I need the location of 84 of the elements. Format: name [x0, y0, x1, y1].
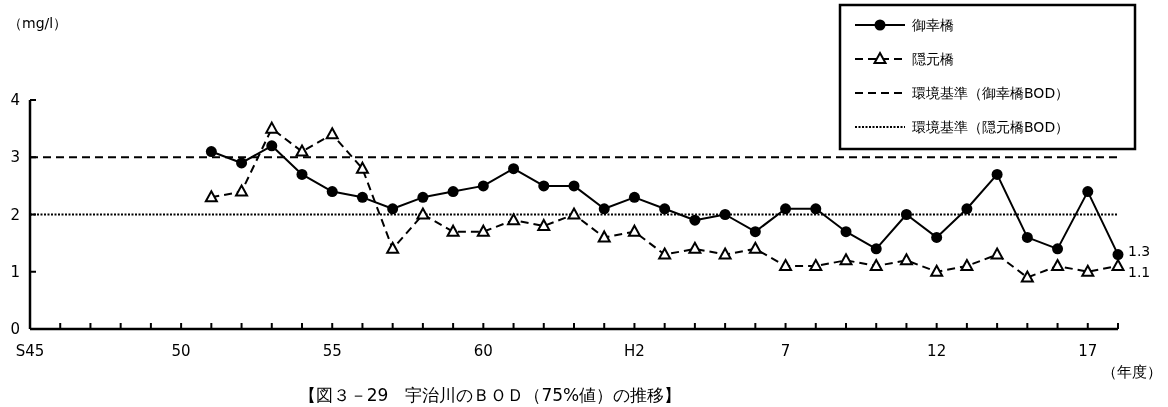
point: [447, 186, 459, 198]
text: 【図３－29 宇治川のＢＯＤ（75%値）の推移】: [298, 385, 682, 405]
point: [899, 253, 913, 266]
point: [266, 140, 278, 152]
legend-label: 環境基準（隠元橋BOD）: [912, 119, 1070, 135]
point: [779, 259, 793, 272]
point: [296, 168, 308, 180]
point: [537, 218, 551, 231]
point: [931, 231, 943, 243]
legend-label: 環境基準（御幸橋BOD）: [912, 85, 1070, 101]
point: [538, 180, 550, 192]
point: [749, 226, 761, 238]
point: [810, 203, 822, 215]
point: [204, 190, 218, 203]
x-tick-label: 12: [927, 342, 947, 360]
point: [719, 209, 731, 220]
point: [507, 213, 521, 226]
text: 1.1: [1128, 264, 1151, 281]
point: [1081, 264, 1095, 277]
point: [1082, 186, 1094, 198]
point: [870, 243, 882, 255]
y-tick-label: 0: [10, 320, 20, 338]
point: [598, 203, 610, 215]
y-tick-label: 1: [10, 262, 20, 281]
point: [236, 157, 248, 169]
point: [416, 207, 430, 220]
point: [326, 186, 338, 198]
point: [930, 264, 944, 277]
point: [387, 203, 399, 215]
point: [900, 209, 912, 220]
point: [960, 259, 974, 272]
point: [628, 191, 640, 203]
point: [748, 241, 762, 254]
point: [991, 168, 1003, 180]
point: [386, 241, 400, 254]
point: [689, 214, 701, 226]
point: [205, 146, 217, 158]
y-tick-label: 2: [10, 205, 20, 224]
y-tick-label: 3: [10, 148, 20, 167]
x-tick-label: 50: [171, 342, 191, 360]
x-axis-title: （年度）: [1102, 363, 1162, 381]
point: [1052, 243, 1064, 255]
x-tick-label: 17: [1078, 342, 1098, 360]
point: [627, 224, 641, 237]
x-tick-label: 7: [780, 342, 791, 360]
point: [718, 247, 732, 260]
point: [990, 247, 1004, 260]
point: [508, 163, 520, 175]
legend-label: 御幸橋: [912, 17, 954, 33]
point: [477, 180, 489, 192]
point: [869, 259, 883, 272]
point: [1111, 259, 1125, 272]
text: 1.3: [1128, 242, 1151, 259]
point: [265, 121, 279, 134]
x-tick-label: 55: [322, 342, 342, 360]
x-tick-label: H2: [624, 342, 645, 360]
point: [355, 161, 369, 174]
point: [1020, 270, 1034, 283]
point: [446, 224, 460, 237]
legend-label: 隠元橋: [912, 51, 954, 67]
point: [567, 207, 581, 220]
x-tick-label: S45: [15, 342, 45, 360]
point: [659, 203, 671, 215]
point: [658, 247, 672, 260]
point: [780, 203, 792, 215]
point: [961, 203, 973, 215]
point: [325, 127, 339, 140]
point: [839, 253, 853, 266]
y-tick-label: 4: [10, 91, 20, 109]
x-tick-label: 60: [473, 342, 493, 360]
point: [476, 224, 490, 237]
point: [840, 226, 852, 238]
point: [235, 184, 249, 197]
point: [1021, 231, 1033, 243]
point: [356, 191, 368, 203]
point: [295, 144, 309, 157]
point: [1112, 249, 1124, 261]
point: [417, 191, 429, 203]
point: [688, 241, 702, 254]
y-axis-title: （mg/l）: [8, 15, 68, 31]
point: [568, 180, 580, 192]
point: [809, 259, 823, 272]
point: [597, 230, 611, 243]
point: [1051, 259, 1065, 272]
